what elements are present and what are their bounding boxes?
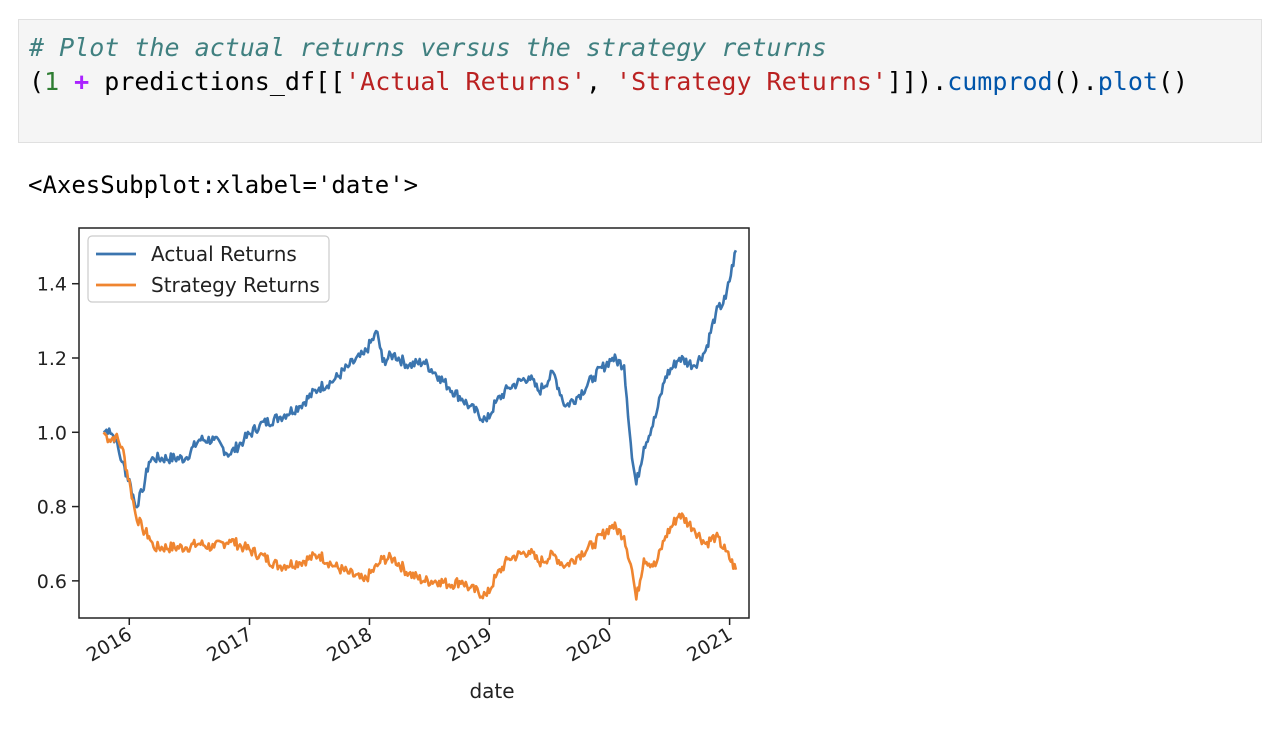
code-operator: + (59, 67, 105, 96)
x-tick-label: 2020 (563, 623, 616, 666)
plot-frame (78, 227, 750, 619)
code-number: 1 (44, 67, 60, 96)
legend-label: Strategy Returns (151, 273, 320, 297)
code-method-cumprod: cumprod (947, 67, 1053, 96)
code-method-plot: plot (1097, 67, 1158, 96)
x-tick-label: 2019 (443, 623, 496, 666)
code-open-paren: ( (29, 67, 45, 96)
x-tick-label: 2018 (323, 623, 376, 666)
code-comment-line: # Plot the actual returns versus the str… (29, 31, 827, 65)
code-string-actual: 'Actual Returns' (345, 67, 586, 96)
code-statement-line: (1 + predictions_df[['Actual Returns', '… (29, 65, 1188, 99)
code-variable: predictions_df[[ (104, 67, 346, 96)
code-call-parens: (). (1052, 67, 1098, 96)
x-tick-label: 2016 (83, 623, 136, 666)
code-string-strategy: 'Strategy Returns' (616, 67, 887, 96)
x-axis-label: date (469, 679, 514, 703)
series-line-strategy-returns (102, 431, 738, 601)
y-tick-label: 0.8 (37, 497, 67, 519)
output-repr-text: <AxesSubplot:xlabel='date'> (28, 171, 419, 199)
code-comment: # Plot the actual returns versus the str… (29, 33, 827, 62)
x-tick-label: 2021 (683, 623, 736, 666)
legend-label: Actual Returns (151, 242, 297, 266)
y-tick-label: 1.4 (37, 274, 67, 296)
y-tick-label: 1.2 (37, 348, 67, 370)
series-line-actual-returns (102, 249, 738, 509)
code-cell-input[interactable]: # Plot the actual returns versus the str… (18, 19, 1262, 143)
code-comma: , (585, 67, 617, 96)
code-close-bracket: ]]). (886, 67, 948, 96)
y-tick-label: 1.0 (37, 422, 67, 444)
y-tick-label: 0.6 (37, 571, 67, 593)
code-call-parens-end: () (1157, 67, 1189, 96)
legend-box (87, 235, 330, 303)
x-tick-label: 2017 (203, 623, 256, 666)
